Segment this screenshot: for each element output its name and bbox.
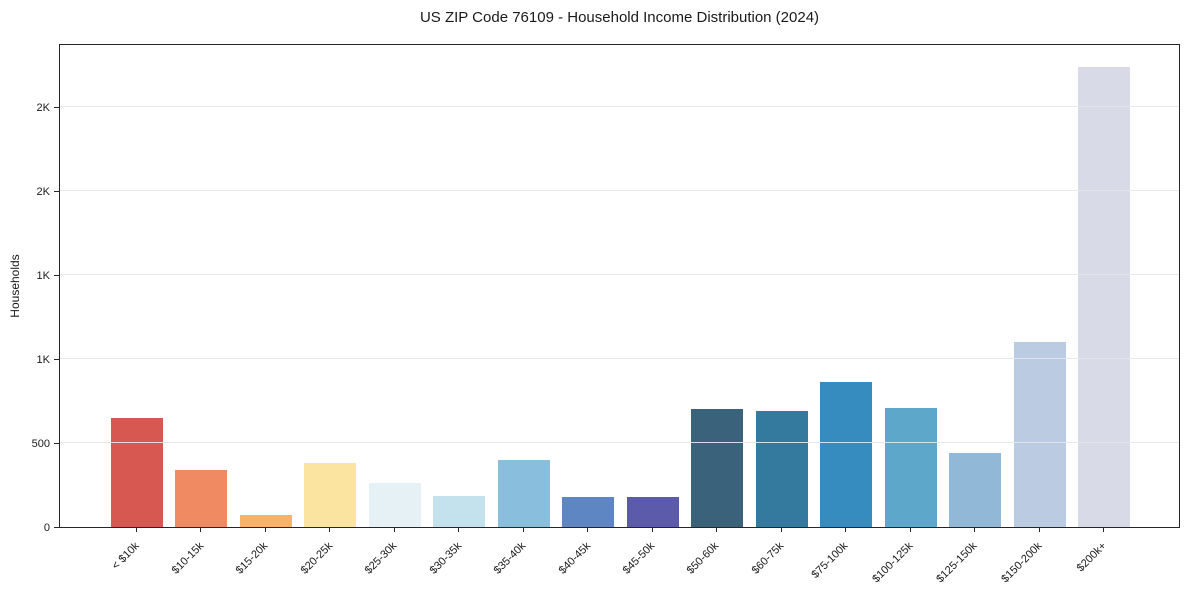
gridline-y-1500 [60, 273, 1179, 275]
y-tick-mark [54, 358, 59, 360]
x-tick-label-15-20k: $15-20k [233, 540, 271, 577]
y-tick-label: 2K [36, 101, 50, 114]
bar-25-30k [368, 483, 421, 527]
y-tick-label: 0 [43, 522, 50, 534]
bar-10k [111, 417, 163, 527]
gridline-y-500 [60, 441, 1179, 443]
bar-200k+ [1078, 66, 1131, 527]
bar-100-125k [884, 407, 937, 527]
bar-30-35k [433, 495, 486, 527]
x-tick-mark [329, 527, 331, 532]
bar-150-200k [1013, 342, 1066, 527]
x-tick-mark [909, 527, 911, 532]
y-tick-mark [54, 442, 59, 444]
x-tick-mark [1103, 527, 1105, 532]
x-tick-mark [522, 527, 524, 532]
x-tick-mark [974, 527, 976, 532]
bar-125-150k [949, 453, 1002, 527]
x-tick-mark [845, 527, 847, 532]
y-axis-label: Households [8, 254, 22, 318]
y-tick-mark [54, 106, 59, 108]
gridline-y-2500 [60, 105, 1179, 107]
y-tick-label: 2K [36, 185, 50, 198]
x-tick-label-40-45k: $40-45k [556, 540, 593, 577]
y-tick-label: 1K [36, 269, 50, 282]
x-tick-label-100-125k: $100-125k [869, 540, 916, 586]
x-tick-mark [136, 527, 137, 532]
y-tick-mark [54, 190, 59, 192]
bar-50-60k [691, 409, 744, 527]
x-tick-label-75-100k: $75-100k [809, 540, 851, 581]
x-tick-mark [264, 527, 266, 532]
x-tick-mark [780, 527, 782, 532]
bar-15-20k [239, 515, 292, 527]
x-tick-mark [651, 527, 653, 532]
x-tick-mark [393, 527, 395, 532]
x-tick-mark [458, 527, 460, 532]
y-tick-mark [54, 274, 59, 276]
bar-60-75k [755, 411, 808, 527]
x-tick-label-125-150k: $125-150k [934, 540, 980, 586]
x-tick-label-20-25k: $20-25k [298, 540, 335, 577]
x-tick-label-45-50k: $45-50k [620, 540, 658, 577]
x-tick-mark [716, 527, 718, 532]
bar-20-25k [304, 463, 357, 527]
plot-area [59, 44, 1180, 528]
x-tick-label-35-40k: $35-40k [491, 540, 529, 577]
x-tick-mark [200, 527, 202, 532]
bar-75-100k [820, 382, 873, 527]
bar-35-40k [497, 459, 550, 527]
bar-10-15k [175, 469, 228, 527]
x-tick-label-50-60k: $50-60k [685, 540, 722, 577]
gridline-y-2000 [60, 189, 1179, 191]
x-tick-label-10-15k: $10-15k [169, 540, 206, 577]
x-tick-label-150-200k: $150-200k [998, 540, 1045, 586]
x-tick-label-25-30k: $25-30k [362, 540, 400, 577]
x-tick-mark [1038, 527, 1040, 532]
x-tick-label-30-35k: $30-35k [427, 540, 464, 577]
bar-40-45k [562, 496, 615, 527]
y-tick-label: 500 [31, 437, 50, 450]
y-tick-mark [54, 527, 59, 528]
chart-title: US ZIP Code 76109 - Household Income Dis… [419, 9, 820, 26]
gridline-y-1000 [60, 357, 1179, 359]
y-tick-label: 1K [36, 353, 50, 366]
x-tick-label-10k: < $10k [109, 540, 142, 573]
bar-45-50k [626, 496, 679, 527]
x-tick-label-60-75k: $60-75k [749, 540, 787, 577]
x-tick-label-200k+: $200k+ [1074, 540, 1109, 575]
x-tick-mark [587, 527, 589, 532]
